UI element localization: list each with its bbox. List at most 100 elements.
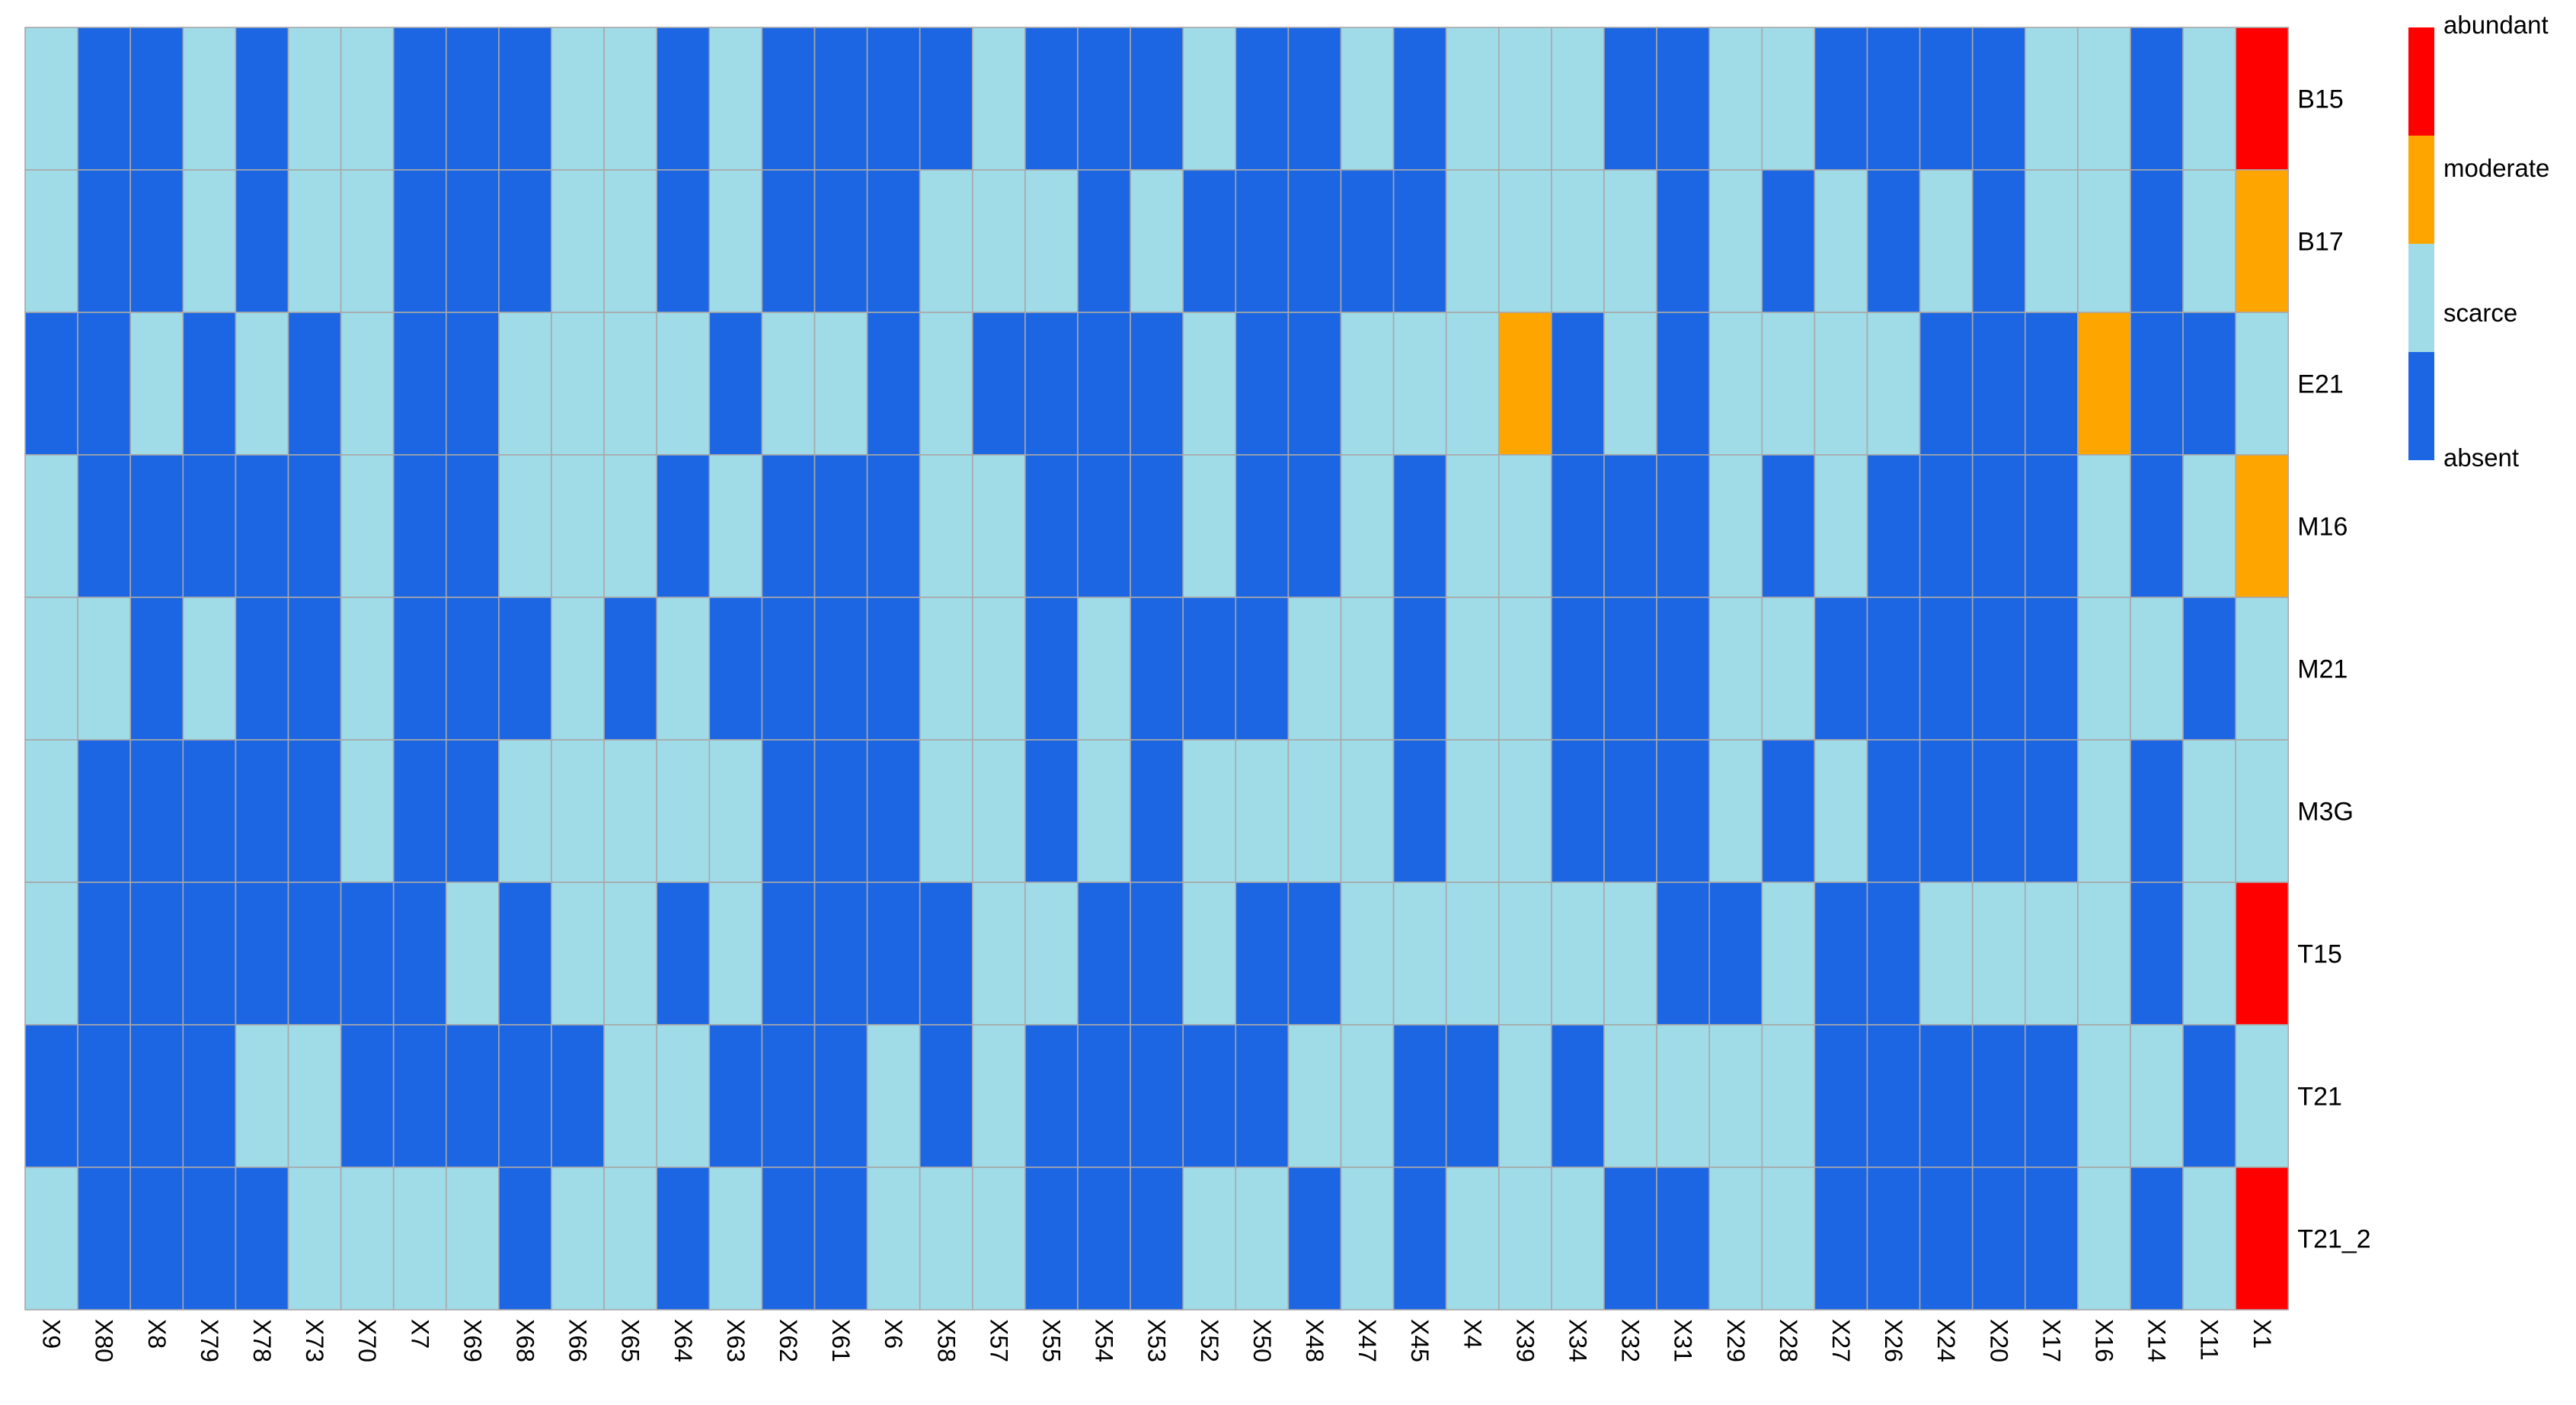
cell-b17-x6 bbox=[866, 169, 921, 313]
cell-t21-x20 bbox=[1971, 1024, 2026, 1168]
cell-t21-x54 bbox=[1077, 1024, 1131, 1168]
legend-swatch-abundant bbox=[2408, 27, 2434, 136]
cell-t21-x78 bbox=[235, 1024, 289, 1168]
cell-t21-x80 bbox=[77, 1024, 131, 1168]
cell-t15-x62 bbox=[761, 882, 816, 1026]
cell-t21-2-x9 bbox=[24, 1167, 78, 1311]
cell-t21-2-x27 bbox=[1814, 1167, 1868, 1311]
cell-m3g-x8 bbox=[129, 739, 184, 883]
cell-b15-x20 bbox=[1971, 27, 2026, 171]
legend: abundant moderate scarce absent bbox=[2408, 11, 2549, 472]
column-label-x63: X63 bbox=[722, 1319, 749, 1362]
cell-m3g-x64 bbox=[656, 739, 711, 883]
cell-t21-2-x28 bbox=[1761, 1167, 1816, 1311]
cell-b15-x69 bbox=[445, 27, 500, 171]
cell-b17-x20 bbox=[1971, 169, 2026, 313]
cell-m16-x78 bbox=[235, 454, 289, 598]
column-label-x1: X1 bbox=[2248, 1319, 2276, 1349]
cell-m3g-x6 bbox=[866, 739, 921, 883]
cell-m21-x53 bbox=[1130, 597, 1184, 741]
legend-swatch-moderate bbox=[2408, 136, 2434, 244]
cell-t15-x45 bbox=[1392, 882, 1447, 1026]
column-label-x58: X58 bbox=[932, 1319, 960, 1362]
cell-m3g-x65 bbox=[603, 739, 657, 883]
cell-t21-x55 bbox=[1024, 1024, 1079, 1168]
cell-t21-2-x16 bbox=[2077, 1167, 2131, 1311]
column-label-x24: X24 bbox=[1932, 1319, 1960, 1362]
cell-t21-x34 bbox=[1551, 1024, 1605, 1168]
cell-m21-x61 bbox=[813, 597, 868, 741]
cell-b17-x62 bbox=[761, 169, 816, 313]
cell-m3g-x73 bbox=[287, 739, 342, 883]
column-label-x65: X65 bbox=[617, 1319, 644, 1362]
cell-m16-x48 bbox=[1287, 454, 1342, 598]
cell-b17-x66 bbox=[551, 169, 605, 313]
column-label-x64: X64 bbox=[670, 1319, 697, 1362]
row-label-m16: M16 bbox=[2297, 513, 2347, 542]
cell-t21-x64 bbox=[656, 1024, 711, 1168]
column-label-x11: X11 bbox=[2196, 1319, 2223, 1361]
cell-t21-x45 bbox=[1392, 1024, 1447, 1168]
cell-m21-x27 bbox=[1814, 597, 1868, 741]
cell-b15-x32 bbox=[1603, 27, 1657, 171]
cell-t21-x29 bbox=[1708, 1024, 1763, 1168]
cell-m16-x9 bbox=[24, 454, 78, 598]
cell-t21-2-x80 bbox=[77, 1167, 131, 1311]
cell-m16-x4 bbox=[1445, 454, 1500, 598]
cell-m21-x66 bbox=[551, 597, 605, 741]
cell-t21-2-x7 bbox=[392, 1167, 447, 1311]
cell-t21-2-x65 bbox=[603, 1167, 657, 1311]
cell-b15-x17 bbox=[2025, 27, 2079, 171]
cell-m16-x34 bbox=[1551, 454, 1605, 598]
cell-t21-x65 bbox=[603, 1024, 657, 1168]
cell-t15-x39 bbox=[1498, 882, 1552, 1026]
cell-t21-2-x73 bbox=[287, 1167, 342, 1311]
cell-m3g-x4 bbox=[1445, 739, 1500, 883]
cell-m21-x63 bbox=[708, 597, 763, 741]
cell-b15-x26 bbox=[1866, 27, 1921, 171]
cell-t21-2-x4 bbox=[1445, 1167, 1500, 1311]
cell-m3g-x34 bbox=[1551, 739, 1605, 883]
cell-m21-x14 bbox=[2130, 597, 2184, 741]
cell-e21-x65 bbox=[603, 312, 657, 456]
cell-b17-x26 bbox=[1866, 169, 1921, 313]
cell-t21-2-x79 bbox=[182, 1167, 237, 1311]
cell-t21-2-x24 bbox=[1919, 1167, 1974, 1311]
cell-m3g-x24 bbox=[1919, 739, 1974, 883]
cell-e21-x48 bbox=[1287, 312, 1342, 456]
cell-b15-x64 bbox=[656, 27, 711, 171]
cell-e21-x66 bbox=[551, 312, 605, 456]
cell-m21-x70 bbox=[340, 597, 395, 741]
cell-b17-x68 bbox=[498, 169, 552, 313]
cell-m3g-x50 bbox=[1235, 739, 1290, 883]
cell-e21-x9 bbox=[24, 312, 78, 456]
cell-b15-x65 bbox=[603, 27, 657, 171]
cell-t15-x64 bbox=[656, 882, 711, 1026]
cell-m16-x39 bbox=[1498, 454, 1552, 598]
cell-m21-x4 bbox=[1445, 597, 1500, 741]
legend-label-moderate: moderate bbox=[2443, 154, 2549, 182]
cell-b17-x79 bbox=[182, 169, 237, 313]
cell-m16-x80 bbox=[77, 454, 131, 598]
cell-t15-x69 bbox=[445, 882, 500, 1026]
cell-b17-x14 bbox=[2130, 169, 2184, 313]
cell-t21-2-x39 bbox=[1498, 1167, 1552, 1311]
column-label-x17: X17 bbox=[2037, 1319, 2065, 1362]
cell-t15-x20 bbox=[1971, 882, 2026, 1026]
cell-b15-x4 bbox=[1445, 27, 1500, 171]
cell-b17-x55 bbox=[1024, 169, 1079, 313]
cell-m3g-x28 bbox=[1761, 739, 1816, 883]
cell-b17-x53 bbox=[1130, 169, 1184, 313]
cell-m21-x65 bbox=[603, 597, 657, 741]
cell-t21-2-x68 bbox=[498, 1167, 552, 1311]
cell-t15-x65 bbox=[603, 882, 657, 1026]
cell-m3g-x7 bbox=[392, 739, 447, 883]
cell-m21-x7 bbox=[392, 597, 447, 741]
cell-e21-x50 bbox=[1235, 312, 1290, 456]
cell-m21-x52 bbox=[1182, 597, 1237, 741]
cell-m21-x6 bbox=[866, 597, 921, 741]
cell-b15-x68 bbox=[498, 27, 552, 171]
cell-t21-x4 bbox=[1445, 1024, 1500, 1168]
cell-t21-x27 bbox=[1814, 1024, 1868, 1168]
